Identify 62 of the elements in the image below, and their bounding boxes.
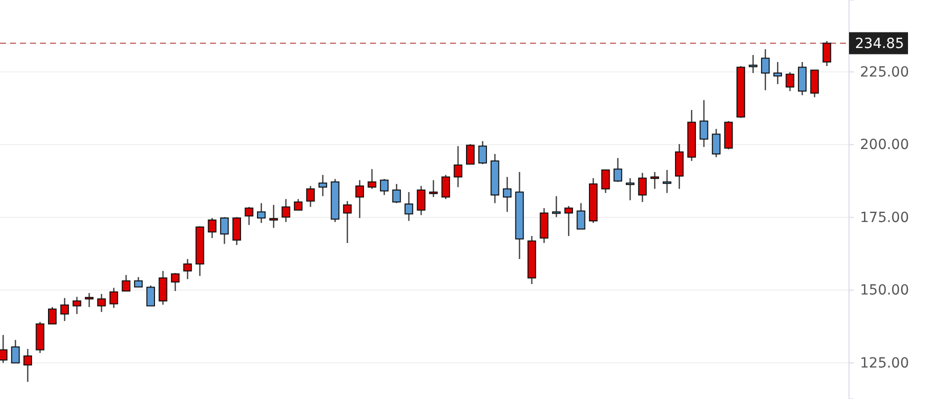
candlestick xyxy=(404,191,414,222)
candlestick xyxy=(294,198,303,211)
candlestick xyxy=(11,339,20,364)
candlestick xyxy=(269,204,278,229)
candlestick xyxy=(429,179,438,198)
candlestick xyxy=(380,178,389,196)
candlestick xyxy=(134,276,143,288)
candlestick xyxy=(158,270,168,306)
candlestick xyxy=(712,128,721,158)
y-tick-label: 200.00 xyxy=(860,137,909,154)
candlestick xyxy=(282,198,290,223)
y-tick-label: 150.00 xyxy=(860,282,909,299)
candlestick xyxy=(638,172,647,203)
candlestick xyxy=(318,174,328,197)
candlestick xyxy=(60,297,69,322)
candlestick xyxy=(773,61,782,85)
candlestick xyxy=(355,179,364,219)
candlestick xyxy=(564,205,573,237)
y-tick-label: 125.00 xyxy=(860,355,909,372)
candlestick xyxy=(170,272,180,292)
candlestick xyxy=(552,196,561,218)
candlestick xyxy=(798,61,807,96)
candlestick xyxy=(208,217,216,239)
candlestick xyxy=(650,171,660,190)
candlestick xyxy=(23,348,32,382)
candlestick xyxy=(244,206,254,226)
candlestick xyxy=(626,177,634,201)
candlestick xyxy=(748,54,758,74)
candlestick xyxy=(306,185,315,208)
candlestick xyxy=(576,202,586,230)
candlestick xyxy=(810,69,819,98)
candlestick xyxy=(466,143,475,165)
candlestick xyxy=(601,169,610,194)
candlestick xyxy=(700,99,708,148)
candlestick xyxy=(454,145,462,188)
candlestick xyxy=(220,216,229,245)
candlestick xyxy=(122,274,130,292)
candlestick xyxy=(502,176,512,213)
candlestick xyxy=(343,200,352,244)
candlestick xyxy=(441,174,450,200)
candlestick xyxy=(232,216,242,246)
candlestick xyxy=(183,258,192,280)
candlestick xyxy=(109,287,118,309)
ref-line-label: 234.85 xyxy=(855,36,904,52)
candlestick xyxy=(822,40,832,67)
candlestick xyxy=(662,169,672,194)
candlestick xyxy=(368,168,376,190)
candlestick xyxy=(478,140,487,165)
candlestick xyxy=(0,334,8,364)
candlestick xyxy=(416,185,426,216)
candlestick xyxy=(257,202,266,224)
y-tick-label: 225.00 xyxy=(860,64,909,80)
candlestick xyxy=(97,293,106,313)
candlestick xyxy=(72,296,82,315)
candlestick xyxy=(392,183,401,204)
candlestick xyxy=(146,284,155,307)
candlestick xyxy=(48,306,57,325)
candlestick xyxy=(761,48,770,91)
candlestick xyxy=(614,157,622,183)
candlestick xyxy=(786,72,794,92)
candlestick xyxy=(84,292,94,308)
y-tick-label: 175.00 xyxy=(860,210,909,226)
